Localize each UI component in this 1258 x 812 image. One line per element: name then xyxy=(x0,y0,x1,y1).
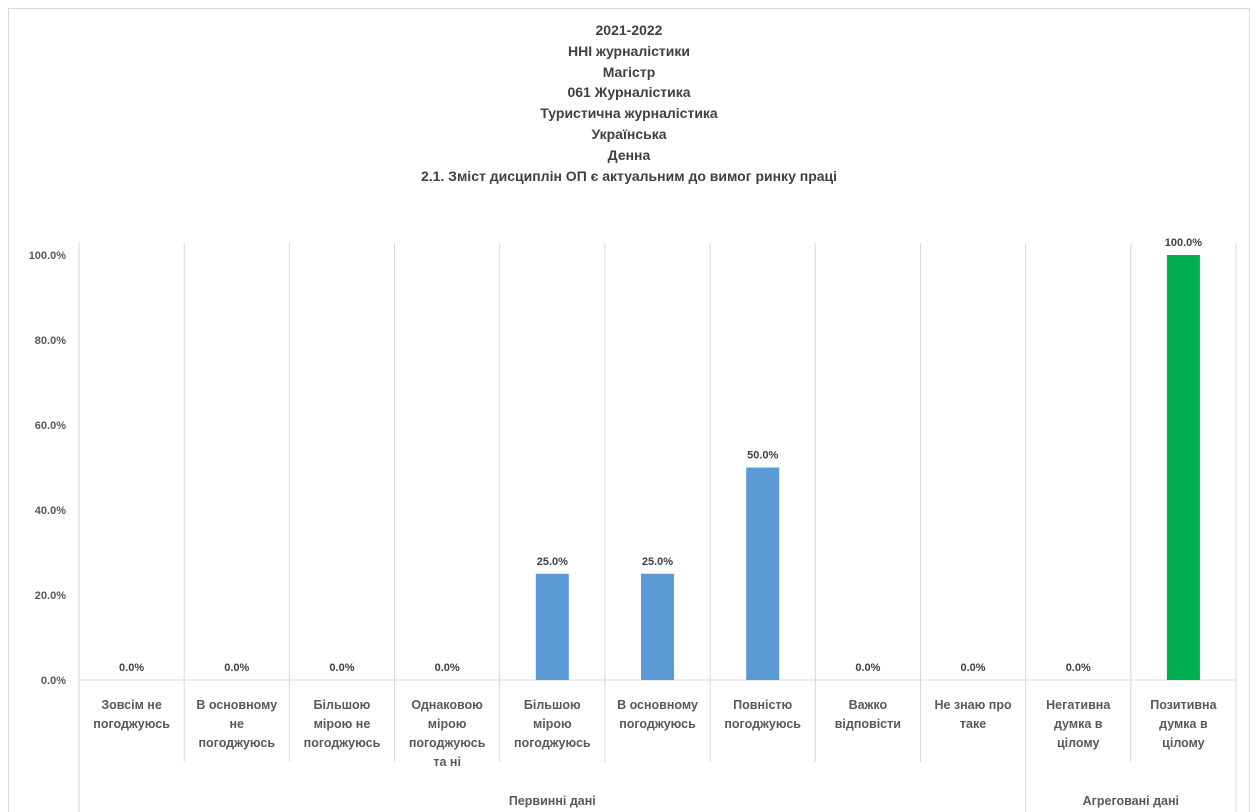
x-tick-label: таке xyxy=(960,717,986,731)
x-tick-label: Не знаю про xyxy=(934,698,1012,712)
bar xyxy=(535,573,569,680)
x-tick-label: мірою xyxy=(533,717,572,731)
data-label: 25.0% xyxy=(537,556,568,568)
chart-area xyxy=(8,8,1250,812)
data-label: 0.0% xyxy=(224,662,249,674)
data-label: 100.0% xyxy=(1165,237,1203,249)
x-tick-label: погоджуюсь xyxy=(619,717,696,731)
x-tick-label: Більшою xyxy=(314,698,371,712)
title-line-form: Денна xyxy=(607,146,651,163)
y-tick-label: 0.0% xyxy=(41,675,66,687)
title-line-year: 2021-2022 xyxy=(595,22,663,38)
x-tick-label: відповісти xyxy=(835,717,901,731)
x-tick-label: Важко xyxy=(849,698,888,712)
title-line-institute: ННІ журналістики xyxy=(568,42,690,59)
title-line-degree: Магістр xyxy=(602,63,656,80)
x-tick-label: мірою не xyxy=(314,717,371,731)
x-tick-label: цілому xyxy=(1057,736,1099,750)
data-label: 0.0% xyxy=(961,662,986,674)
x-tick-label: Позитивна xyxy=(1150,698,1217,712)
y-tick-label: 100.0% xyxy=(29,250,67,262)
x-tick-label: погоджуюсь xyxy=(409,736,486,750)
data-label: 0.0% xyxy=(119,662,144,674)
y-tick-label: 40.0% xyxy=(35,505,66,517)
x-tick-label: думка в xyxy=(1054,717,1103,731)
data-label: 0.0% xyxy=(1066,662,1091,674)
x-tick-label: погоджуюсь xyxy=(724,717,801,731)
x-tick-label: Повністю xyxy=(733,698,792,712)
data-label: 0.0% xyxy=(855,662,880,674)
data-label: 25.0% xyxy=(642,556,673,568)
title-line-program: Туристична журналістика xyxy=(540,105,718,122)
title-line-question: 2.1. Зміст дисциплін ОП є актуальним до … xyxy=(420,167,838,184)
chart-title: 2021-2022 ННІ журналістики Магістр 061 Ж… xyxy=(0,20,1258,186)
bar xyxy=(641,573,674,680)
title-line-language: Українська xyxy=(591,125,667,142)
x-tick-label: В основному xyxy=(617,698,698,712)
y-tick-label: 60.0% xyxy=(35,420,66,432)
x-tick-label: та ні xyxy=(433,755,461,769)
x-tick-label: В основному xyxy=(196,698,277,712)
x-tick-label: думка в xyxy=(1159,717,1208,731)
y-tick-label: 20.0% xyxy=(35,590,66,602)
bar xyxy=(746,467,780,680)
x-tick-label: Зовсім не xyxy=(101,698,162,712)
data-label: 0.0% xyxy=(329,662,354,674)
x-tick-label: Негативна xyxy=(1046,698,1111,712)
y-tick-label: 80.0% xyxy=(35,335,66,347)
x-tick-label: погоджуюсь xyxy=(198,736,275,750)
group-label: Первинні дані xyxy=(509,794,596,808)
x-tick-label: погоджуюсь xyxy=(514,736,591,750)
data-label: 50.0% xyxy=(747,450,778,462)
x-tick-label: Більшою xyxy=(524,698,581,712)
x-tick-label: мірою xyxy=(428,717,467,731)
x-tick-label: погоджуюсь xyxy=(304,736,381,750)
x-tick-label: не xyxy=(230,717,245,731)
group-label: Агреговані дані xyxy=(1083,794,1179,808)
x-tick-label: погоджуюсь xyxy=(93,717,170,731)
x-tick-label: цілому xyxy=(1162,736,1204,750)
bar xyxy=(1166,255,1200,680)
data-label: 0.0% xyxy=(435,662,460,674)
x-tick-label: Однаковою xyxy=(411,698,483,712)
title-line-specialty: 061 Журналістика xyxy=(567,84,691,101)
